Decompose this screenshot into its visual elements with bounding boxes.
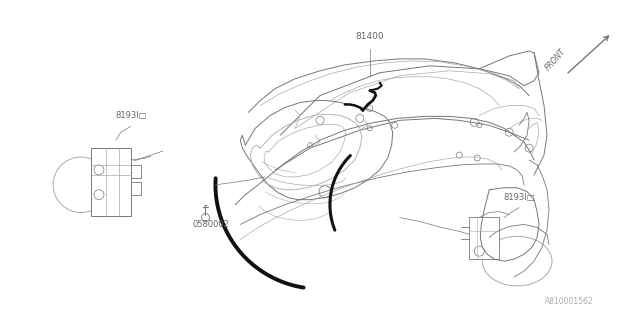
Text: 8193l□: 8193l□ [115, 111, 147, 120]
FancyBboxPatch shape [91, 148, 131, 215]
Text: FRONT: FRONT [544, 47, 568, 73]
Text: 0580002: 0580002 [192, 220, 229, 229]
Text: 81400: 81400 [355, 32, 384, 41]
Text: 8193l□: 8193l□ [504, 193, 535, 202]
FancyBboxPatch shape [469, 218, 499, 259]
Text: A810001562: A810001562 [545, 297, 593, 306]
